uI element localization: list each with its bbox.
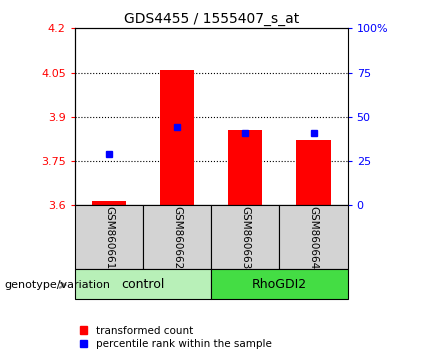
Bar bbox=[279, 205, 348, 269]
Bar bbox=[75, 269, 211, 299]
Bar bbox=[211, 205, 279, 269]
Text: GSM860662: GSM860662 bbox=[172, 206, 182, 269]
Legend: transformed count, percentile rank within the sample: transformed count, percentile rank withi… bbox=[80, 326, 271, 349]
Text: RhoGDI2: RhoGDI2 bbox=[252, 278, 307, 291]
Text: GSM860664: GSM860664 bbox=[308, 206, 319, 269]
Bar bbox=[75, 205, 143, 269]
Title: GDS4455 / 1555407_s_at: GDS4455 / 1555407_s_at bbox=[124, 12, 299, 26]
Bar bbox=[92, 201, 126, 205]
Text: GSM860663: GSM860663 bbox=[240, 206, 250, 269]
Text: control: control bbox=[121, 278, 165, 291]
Text: genotype/variation: genotype/variation bbox=[4, 280, 110, 290]
Bar bbox=[211, 269, 348, 299]
Text: GSM860661: GSM860661 bbox=[104, 206, 114, 269]
Bar bbox=[297, 139, 330, 205]
Bar bbox=[160, 70, 194, 205]
Bar bbox=[143, 205, 211, 269]
Bar bbox=[228, 130, 262, 205]
